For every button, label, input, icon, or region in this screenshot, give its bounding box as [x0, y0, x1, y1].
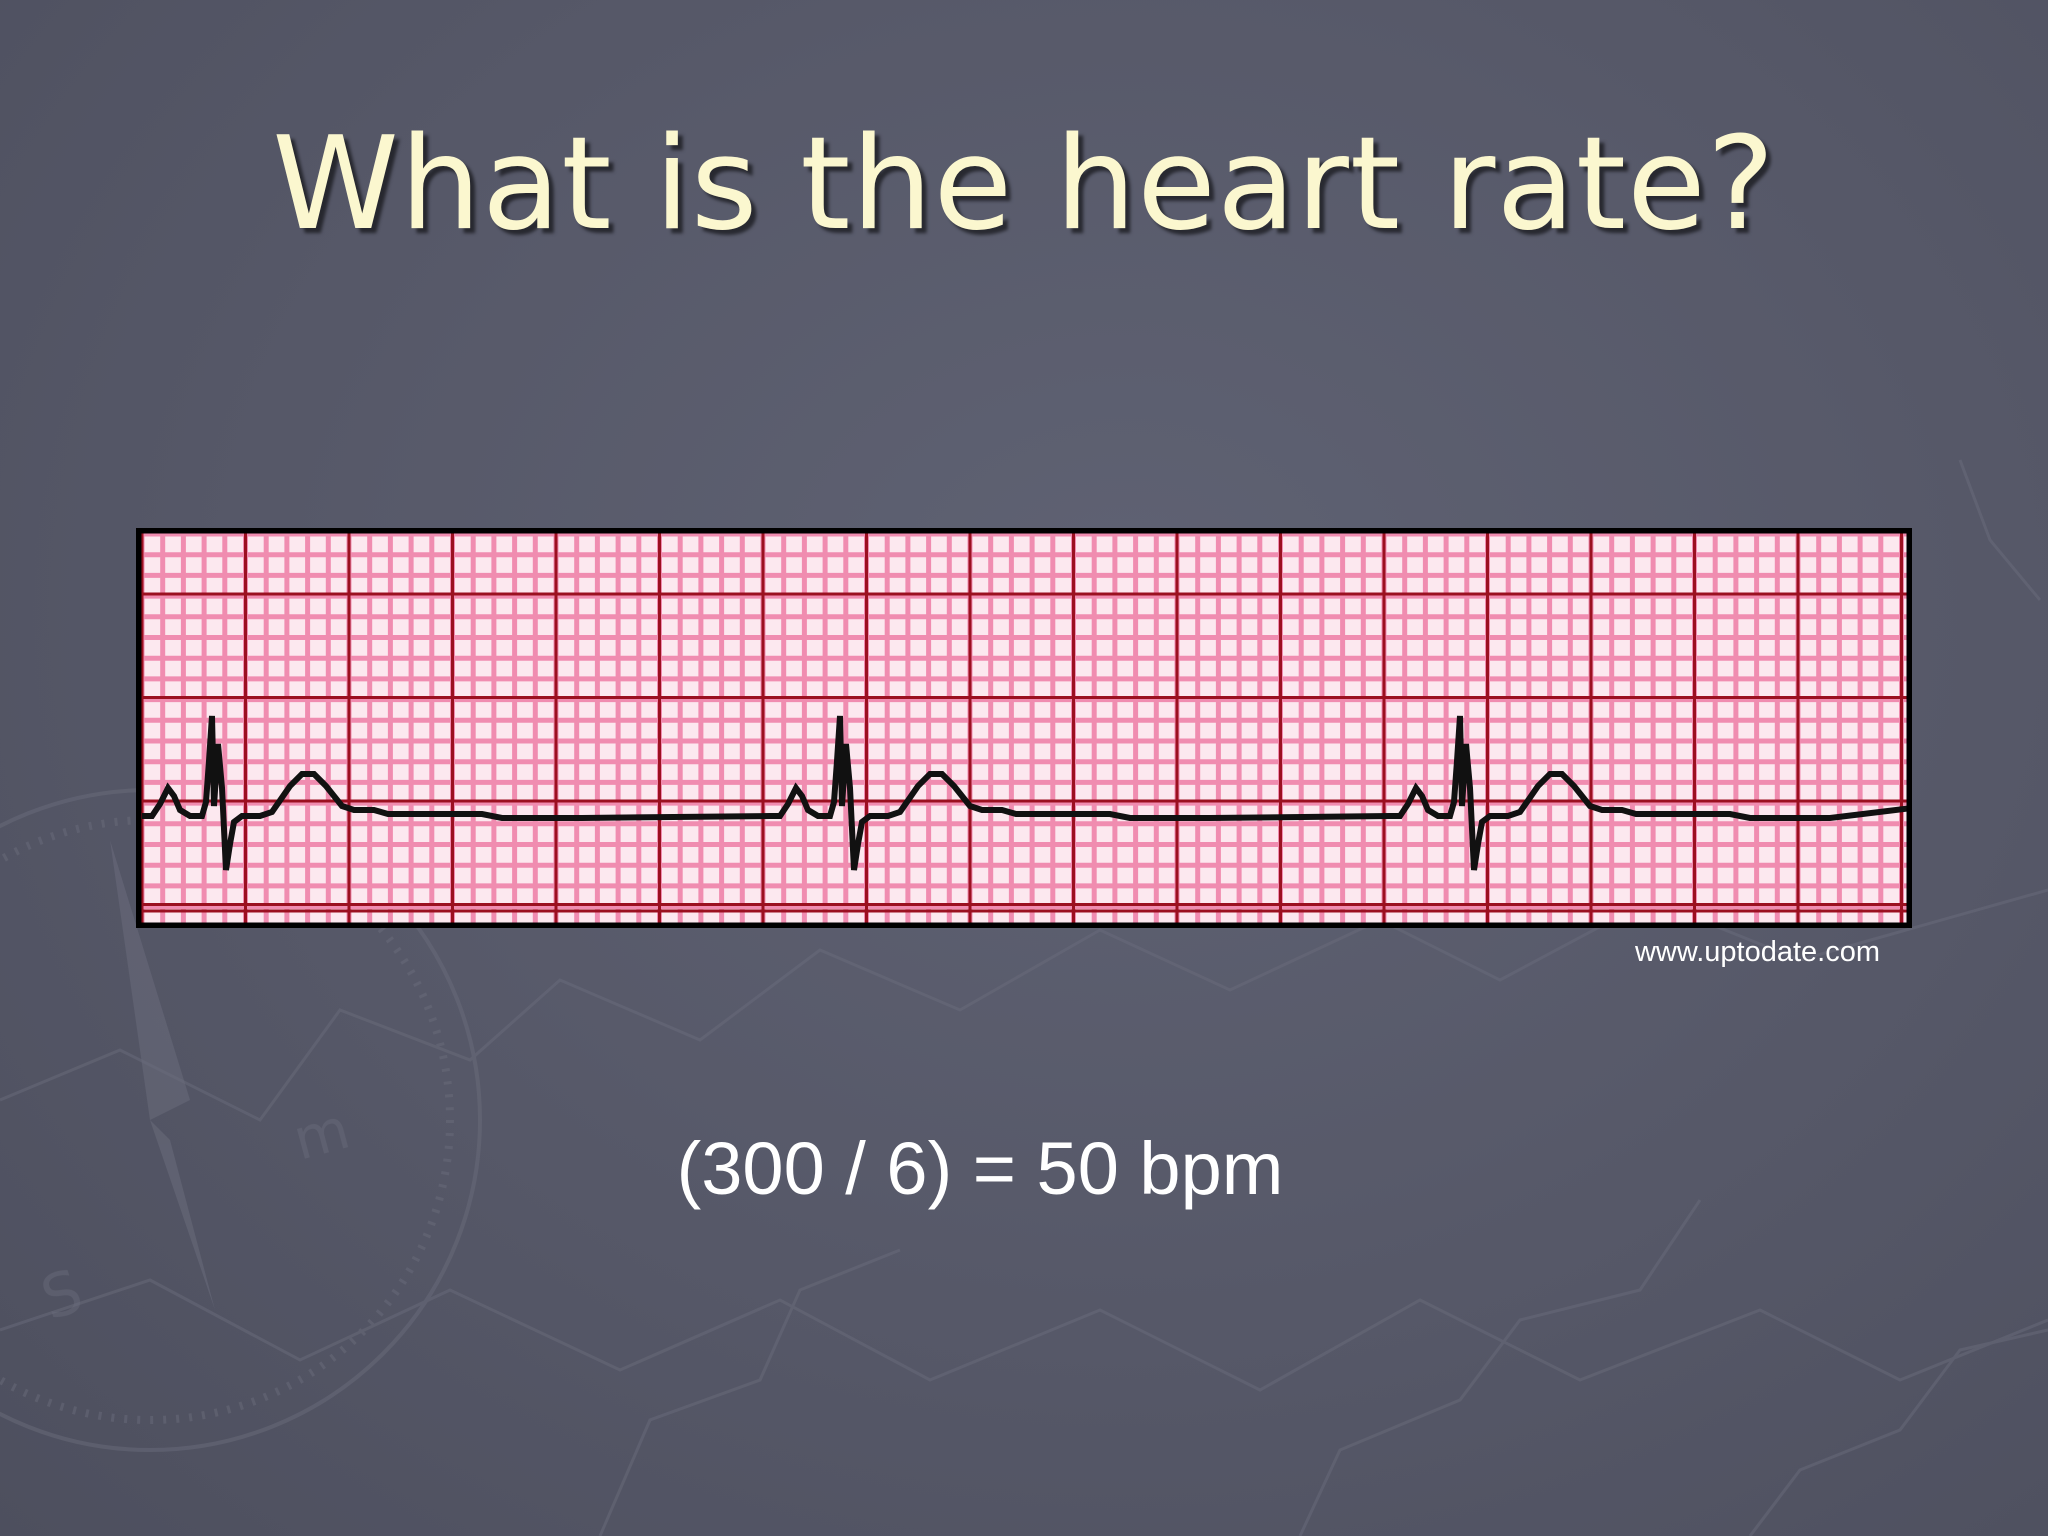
ecg-trace	[142, 715, 1912, 871]
ecg-strip	[136, 528, 1912, 928]
slide-title: What is the heart rate?	[272, 110, 1776, 259]
heart-rate-answer: (300 / 6) = 50 bpm	[676, 1127, 1284, 1210]
ecg-border	[136, 528, 1912, 928]
svg-text:S: S	[33, 1256, 91, 1334]
ecg-paper	[136, 528, 1912, 928]
ecg-major-grid	[136, 528, 1912, 928]
source-credit: www.uptodate.com	[1634, 936, 1880, 968]
